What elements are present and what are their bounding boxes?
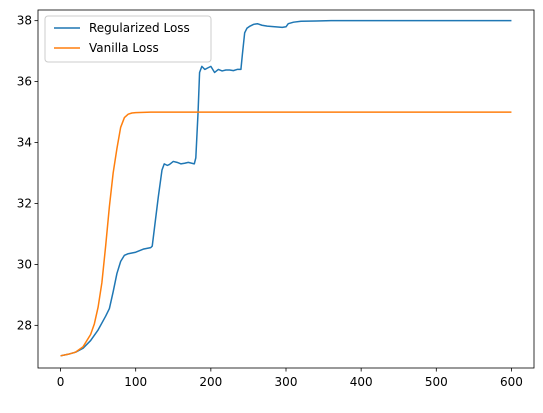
series-layer <box>60 19 512 357</box>
legend: Regularized Loss Vanilla Loss <box>44 15 212 63</box>
x-axis: 0 100 200 300 400 500 600 <box>57 368 523 389</box>
axes-frame <box>37 9 535 369</box>
y-axis: 28 30 32 34 36 38 <box>17 14 38 332</box>
x-tick-label: 600 <box>500 375 523 389</box>
x-tick-label: 100 <box>124 375 147 389</box>
legend-box <box>44 15 212 63</box>
series-line-regularized-loss <box>60 19 512 357</box>
y-tick-label: 30 <box>17 257 32 271</box>
y-tick-label: 36 <box>17 75 32 89</box>
x-tick-label: 200 <box>199 375 222 389</box>
series-line-vanilla-loss <box>60 111 512 357</box>
x-tick-label: 500 <box>425 375 448 389</box>
legend-label-vanilla-loss: Vanilla Loss <box>89 41 159 55</box>
x-tick-label: 400 <box>350 375 373 389</box>
y-tick-label: 32 <box>17 196 32 210</box>
y-tick-label: 28 <box>17 318 32 332</box>
x-tick-label: 0 <box>57 375 65 389</box>
x-tick-label: 300 <box>275 375 298 389</box>
legend-label-regularized-loss: Regularized Loss <box>89 21 190 35</box>
y-tick-label: 38 <box>17 14 32 28</box>
y-tick-label: 34 <box>17 136 32 150</box>
